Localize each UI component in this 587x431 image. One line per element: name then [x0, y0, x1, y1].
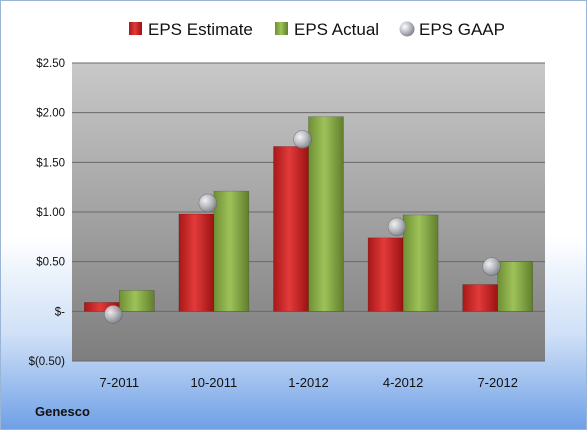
y-axis-ticks: $2.50 $2.00 $1.50 $1.00 $0.50 $- $(0.50) [29, 58, 66, 368]
actual-bar [402, 214, 439, 312]
estimate-bar [273, 146, 309, 312]
y-tick-label: $2.00 [36, 108, 65, 120]
estimate-bar [178, 213, 215, 312]
gaap-markers [104, 130, 502, 324]
legend-swatch-actual [275, 22, 288, 35]
x-tick-label: 4-2012 [383, 375, 423, 390]
gaap-marker [387, 217, 407, 237]
y-tick-label: $1.50 [36, 157, 65, 169]
company-label: Genesco [35, 404, 90, 419]
legend: EPS Estimate EPS Actual EPS GAAP [129, 20, 505, 39]
x-tick-label: 7-2011 [100, 375, 140, 390]
estimate-bar [462, 284, 499, 312]
y-tick-label: $1.00 [36, 207, 65, 219]
estimate-bar [367, 237, 404, 312]
x-tick-label: 7-2012 [477, 375, 517, 390]
y-tick-label: $- [55, 306, 65, 318]
legend-swatch-gaap [399, 21, 415, 37]
y-tick-label: $2.50 [36, 58, 65, 70]
x-tick-label: 1-2012 [288, 375, 328, 390]
legend-label-actual: EPS Actual [294, 20, 379, 39]
actual-bar [213, 190, 250, 312]
gaap-marker [104, 305, 123, 324]
x-axis-labels: 7-2011 10-2011 1-2012 4-2012 7-2012 [100, 375, 518, 390]
gaap-marker [293, 130, 312, 149]
x-tick-label: 10-2011 [191, 375, 238, 390]
actual-bar [119, 290, 155, 312]
gaap-marker [482, 257, 502, 276]
legend-label-estimate: EPS Estimate [148, 20, 253, 39]
gaap-marker [198, 193, 218, 213]
legend-swatch-estimate [129, 22, 142, 35]
y-tick-label: $0.50 [36, 257, 65, 269]
legend-label-gaap: EPS GAAP [419, 20, 505, 39]
actual-bar [308, 116, 344, 312]
bars [84, 116, 534, 312]
actual-bar [497, 261, 534, 312]
y-tick-label: $(0.50) [29, 356, 66, 368]
